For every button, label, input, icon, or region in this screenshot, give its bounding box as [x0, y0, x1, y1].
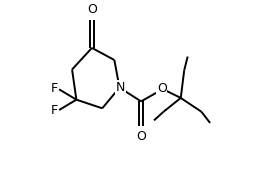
Text: O: O [136, 130, 146, 143]
Text: N: N [116, 81, 125, 94]
Text: F: F [50, 104, 58, 117]
Text: O: O [157, 82, 167, 95]
Text: O: O [87, 3, 97, 16]
Text: F: F [50, 82, 58, 95]
